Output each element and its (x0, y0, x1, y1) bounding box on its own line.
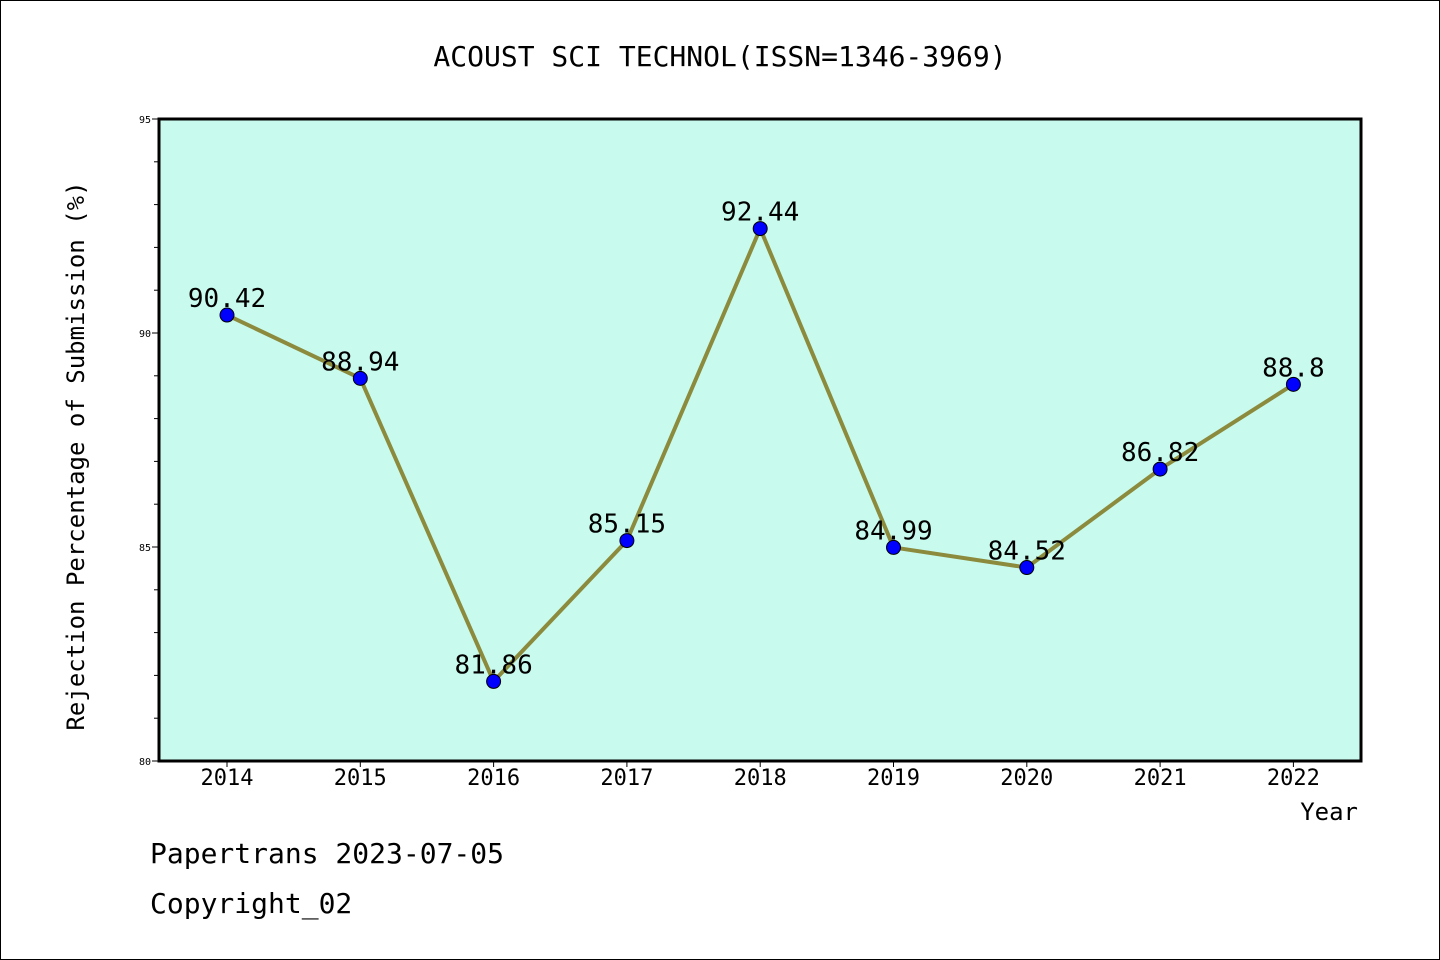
data-label: 88.94 (321, 347, 399, 377)
data-point (1152, 461, 1168, 477)
y-axis-label: Rejection Percentage of Submission (%) (62, 181, 90, 730)
data-labels: 90.42 88.94 81.86 85.15 92.44 84.99 84.52 86.82… (188, 198, 1325, 681)
chart-title: ACOUST SCI TECHNOL(ISSN=1346-3969) (433, 40, 1006, 73)
y-tick-label: 95 (139, 115, 151, 126)
x-tick-label: 2019 (867, 766, 920, 791)
data-label: 92.44 (721, 198, 799, 228)
y-tick-label: 90 (139, 329, 151, 340)
data-label: 85.15 (588, 510, 666, 540)
x-tick-label: 2018 (734, 766, 787, 791)
x-axis-label: Year (1300, 798, 1358, 826)
x-tick-label: 2021 (1134, 766, 1187, 791)
y-axis-ticks: 80 85 90 95 (139, 115, 159, 768)
y-tick-label: 80 (139, 757, 151, 768)
data-point (886, 539, 901, 555)
data-point (352, 370, 368, 386)
x-tick-label: 2015 (334, 766, 387, 791)
data-label: 84.99 (854, 516, 932, 546)
data-label: 81.86 (454, 650, 532, 680)
data-point (752, 221, 768, 237)
data-label: 86.82 (1121, 438, 1199, 468)
x-tick-label: 2022 (1267, 766, 1320, 791)
x-axis-ticks: 2014 2015 2016 2017 2018 2019 2020 2021 2022 (201, 761, 1320, 791)
y-tick-label: 85 (139, 543, 151, 554)
data-label: 84.52 (988, 537, 1066, 567)
x-tick-label: 2020 (1000, 766, 1053, 791)
x-tick-label: 2017 (600, 766, 653, 791)
series-markers (219, 221, 1301, 689)
x-tick-label: 2016 (467, 766, 520, 791)
x-tick-label: 2014 (201, 766, 254, 791)
data-point (1285, 376, 1301, 392)
footer-date: Papertrans 2023-07-05 (150, 837, 504, 870)
data-point (1019, 560, 1035, 576)
data-point (619, 533, 635, 549)
footer-copyright: Copyright_02 (150, 887, 352, 921)
data-point (219, 307, 235, 323)
data-label: 90.42 (188, 284, 266, 314)
data-label: 88.8 (1262, 353, 1325, 383)
data-point (486, 673, 502, 689)
